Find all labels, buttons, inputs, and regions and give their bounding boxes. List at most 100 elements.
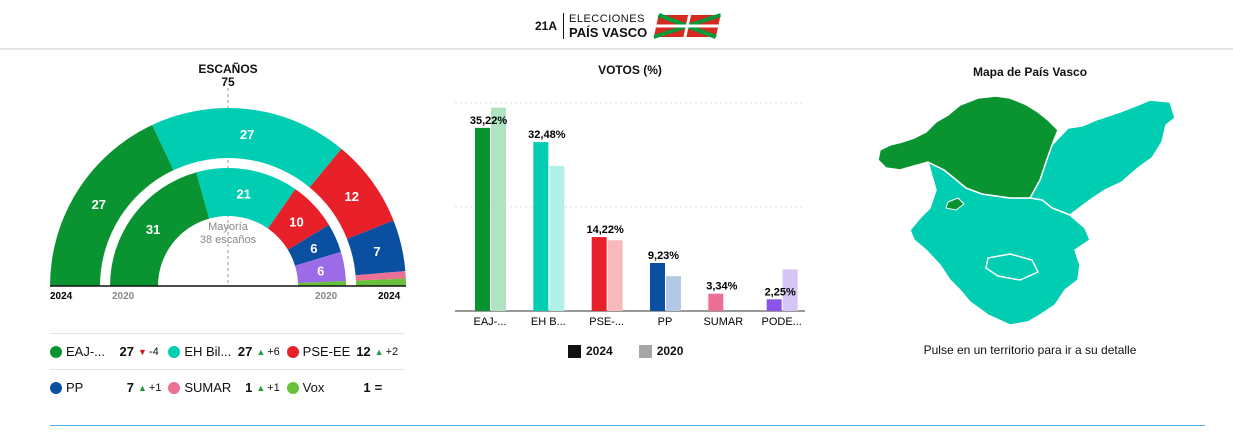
seat-arc-2020-eh bildu — [196, 168, 296, 229]
category-label: PP — [658, 316, 673, 328]
votes-title: VOTOS (%) — [598, 63, 662, 77]
seat-arc-2020-sumar — [295, 251, 346, 284]
header-line1: ELECCIONES — [569, 13, 645, 25]
territory-bizkaia[interactable] — [877, 95, 1059, 199]
legend-party-name: EH Bil... — [184, 344, 232, 359]
election-code: 21A — [535, 19, 558, 33]
legend-item-ehbil: EH Bil... 27 ▲ +6 — [168, 344, 286, 359]
seat-arc-2020-pp — [287, 224, 341, 266]
votes-legend: 2024 2020 — [568, 344, 683, 358]
header-divider — [0, 48, 1233, 50]
bar-2020-1 — [549, 165, 565, 311]
triangle-down-icon: ▼ — [138, 346, 147, 357]
legend-delta: = — [375, 380, 383, 395]
bar-value-label: 9,23% — [648, 250, 679, 262]
legend-item-sumar: SUMAR 1 ▲ +1 — [168, 380, 286, 395]
legend-delta-value: +2 — [385, 345, 399, 358]
bar-value-label: 32,48% — [528, 129, 566, 141]
triangle-up-icon: ▲ — [256, 346, 266, 357]
header-title: ELECCIONES PAÍS VASCO — [569, 12, 647, 40]
seat-arc-2020-eaj-pnv — [110, 172, 210, 286]
legend-seats: 1 — [363, 380, 371, 395]
party-legend: EAJ-... 27 ▼ -4 EH Bil... 27 ▲ +6 PSE-EE 12 ▲ +2 PP 7… — [50, 333, 405, 405]
bar-value-label: 14,22% — [587, 224, 625, 236]
legend-party-name: PSE-EE — [302, 344, 351, 359]
seat-label-2024-eaj-pnv: 27 — [92, 197, 106, 212]
legend-delta-value: = — [374, 380, 383, 395]
triangle-up-icon: ▲ — [256, 382, 266, 393]
legend-item-pseee: PSE-EE 12 ▲ +2 — [286, 344, 405, 359]
seat-arc-2024-eh bildu — [152, 107, 342, 188]
category-label: PODE... — [761, 316, 801, 328]
seat-arc-2024-sumar — [355, 271, 406, 281]
site-header[interactable]: 21A ELECCIONES PAÍS VASCO — [535, 10, 723, 42]
legend-dot — [286, 345, 299, 358]
territory-enclave[interactable] — [945, 197, 965, 211]
seat-label-2024-pp: 7 — [373, 244, 380, 259]
header-separator — [563, 13, 565, 39]
seat-label-2020-pp: 6 — [310, 241, 317, 256]
seat-arc-2020-pse-ee — [267, 189, 329, 250]
seat-arc-2024-pp — [347, 220, 406, 276]
votes-bar-chart: 35,22% EAJ-... 32,48% EH B... 14,22% PSE-... 9… — [455, 102, 805, 328]
legend-delta: ▼ -4 — [138, 346, 159, 358]
triangle-up-icon: ▲ — [138, 382, 147, 393]
legend-delta-value: -4 — [148, 345, 159, 358]
legend-row: PP 7 ▲ +1 SUMAR 1 ▲ +1 Vox 1 = — [50, 369, 405, 405]
header-line2: PAÍS VASCO — [569, 25, 648, 40]
territory-gipuzkoa[interactable] — [1028, 99, 1176, 216]
year-label-2024-right: 2024 — [378, 291, 401, 300]
map-instruction: Pulse en un territorio para ir a su deta… — [923, 343, 1137, 357]
bottom-divider — [50, 425, 1205, 426]
bar-2024-1 — [533, 142, 549, 311]
bar-2024-4 — [708, 293, 724, 311]
legend-dot — [168, 381, 181, 394]
seat-arc-2024-pse-ee — [309, 148, 394, 239]
legend-delta: ▲ +2 — [375, 346, 398, 358]
majority-seats-label: 38 escaños — [200, 234, 257, 246]
legend-dot — [168, 345, 181, 358]
bar-2024-2 — [591, 237, 607, 311]
category-label: PSE-... — [589, 316, 624, 328]
bar-2020-5 — [782, 269, 798, 311]
legend-label-2024: 2024 — [586, 344, 613, 358]
legend-party-name: EAJ-... — [66, 344, 106, 359]
legend-seats: 27 — [119, 344, 134, 359]
legend-seats: 7 — [126, 380, 134, 395]
seat-arc-2024-eaj-pnv — [50, 124, 174, 286]
bar-value-label: 3,34% — [706, 281, 737, 293]
bar-2024-3 — [650, 263, 665, 311]
legend-item-pp: PP 7 ▲ +1 — [50, 380, 168, 395]
legend-swatch-2020 — [638, 344, 652, 358]
category-label: SUMAR — [703, 316, 743, 328]
triangle-up-icon: ▲ — [374, 346, 384, 357]
legend-delta: ▲ +1 — [138, 382, 161, 394]
basque-country-map — [877, 95, 1176, 326]
legend-item-eaj: EAJ-... 27 ▼ -4 — [50, 344, 168, 359]
legend-dot — [50, 345, 62, 358]
bar-2024-5 — [766, 299, 782, 311]
seat-arc-2024-vox — [355, 278, 406, 286]
legend-swatch-2024 — [568, 344, 581, 358]
seats-title: ESCAÑOS — [198, 62, 258, 76]
territory-treviño[interactable] — [985, 253, 1040, 281]
category-label: EAJ-... — [473, 316, 506, 328]
bar-2020-2 — [607, 240, 623, 311]
category-label: EH B... — [531, 316, 566, 328]
legend-delta: ▲ +1 — [256, 382, 279, 394]
seat-arc-2020-vox — [297, 281, 346, 286]
seat-label-2020-sumar: 6 — [317, 263, 324, 278]
majority-label: Mayoría — [208, 221, 249, 233]
legend-delta-value: +1 — [267, 381, 280, 394]
seat-label-2024-eh bildu: 27 — [240, 127, 254, 142]
legend-delta-value: +6 — [267, 345, 280, 358]
seats-total: 75 — [221, 75, 235, 89]
seat-label-2020-pse-ee: 10 — [289, 215, 303, 230]
ikurrina-flag-icon — [653, 13, 722, 39]
year-label-2020-right: 2020 — [315, 291, 338, 300]
legend-party-name: Vox — [302, 380, 325, 395]
legend-dot — [50, 381, 62, 394]
map-title: Mapa de País Vasco — [972, 65, 1088, 79]
legend-seats: 12 — [356, 344, 371, 359]
